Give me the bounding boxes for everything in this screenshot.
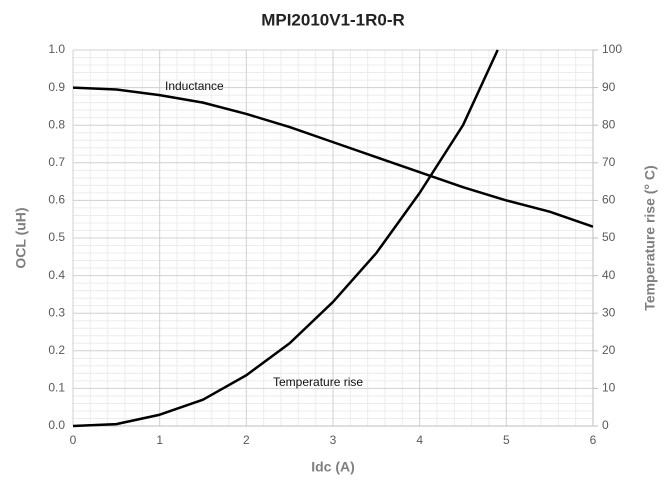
x-tick-label: 1 bbox=[156, 433, 163, 447]
annotation: Inductance bbox=[165, 79, 224, 93]
y2-tick-label: 100 bbox=[602, 42, 622, 56]
y-tick-label: 0.0 bbox=[48, 418, 65, 432]
x-tick-label: 6 bbox=[590, 433, 597, 447]
y2-tick-label: 0 bbox=[602, 418, 609, 432]
y2-tick-label: 60 bbox=[602, 193, 616, 207]
y2-tick-label: 50 bbox=[602, 230, 616, 244]
y-tick-label: 0.2 bbox=[48, 343, 65, 357]
y2-tick-label: 40 bbox=[602, 268, 616, 282]
x-axis-title: Idc (A) bbox=[311, 459, 355, 475]
y-tick-label: 0.5 bbox=[48, 230, 65, 244]
x-tick-label: 3 bbox=[330, 433, 337, 447]
y2-tick-label: 20 bbox=[602, 343, 616, 357]
y-tick-label: 0.3 bbox=[48, 305, 65, 319]
y-tick-label: 0.4 bbox=[48, 268, 65, 282]
x-tick-label: 2 bbox=[243, 433, 250, 447]
chart-title: MPI2010V1-1R0-R bbox=[261, 10, 405, 29]
y2-tick-label: 90 bbox=[602, 80, 616, 94]
x-tick-label: 5 bbox=[503, 433, 510, 447]
y-tick-label: 0.1 bbox=[48, 381, 65, 395]
y2-tick-label: 70 bbox=[602, 155, 616, 169]
x-tick-label: 0 bbox=[70, 433, 77, 447]
y2-tick-label: 10 bbox=[602, 381, 616, 395]
y-tick-label: 0.9 bbox=[48, 80, 65, 94]
y-tick-label: 0.6 bbox=[48, 193, 65, 207]
annotation: Temperature rise bbox=[273, 375, 363, 389]
line-series bbox=[73, 49, 499, 428]
y-tick-label: 0.8 bbox=[48, 117, 65, 131]
y2-axis-title: Temperature rise (° C) bbox=[642, 165, 658, 310]
y-tick-label: 0.7 bbox=[48, 155, 65, 169]
x-tick-label: 4 bbox=[416, 433, 423, 447]
line-series bbox=[73, 86, 593, 228]
y2-tick-label: 30 bbox=[602, 305, 616, 319]
y-tick-label: 1.0 bbox=[48, 42, 65, 56]
y-axis-title: OCL (uH) bbox=[13, 207, 29, 268]
y2-tick-label: 80 bbox=[602, 117, 616, 131]
